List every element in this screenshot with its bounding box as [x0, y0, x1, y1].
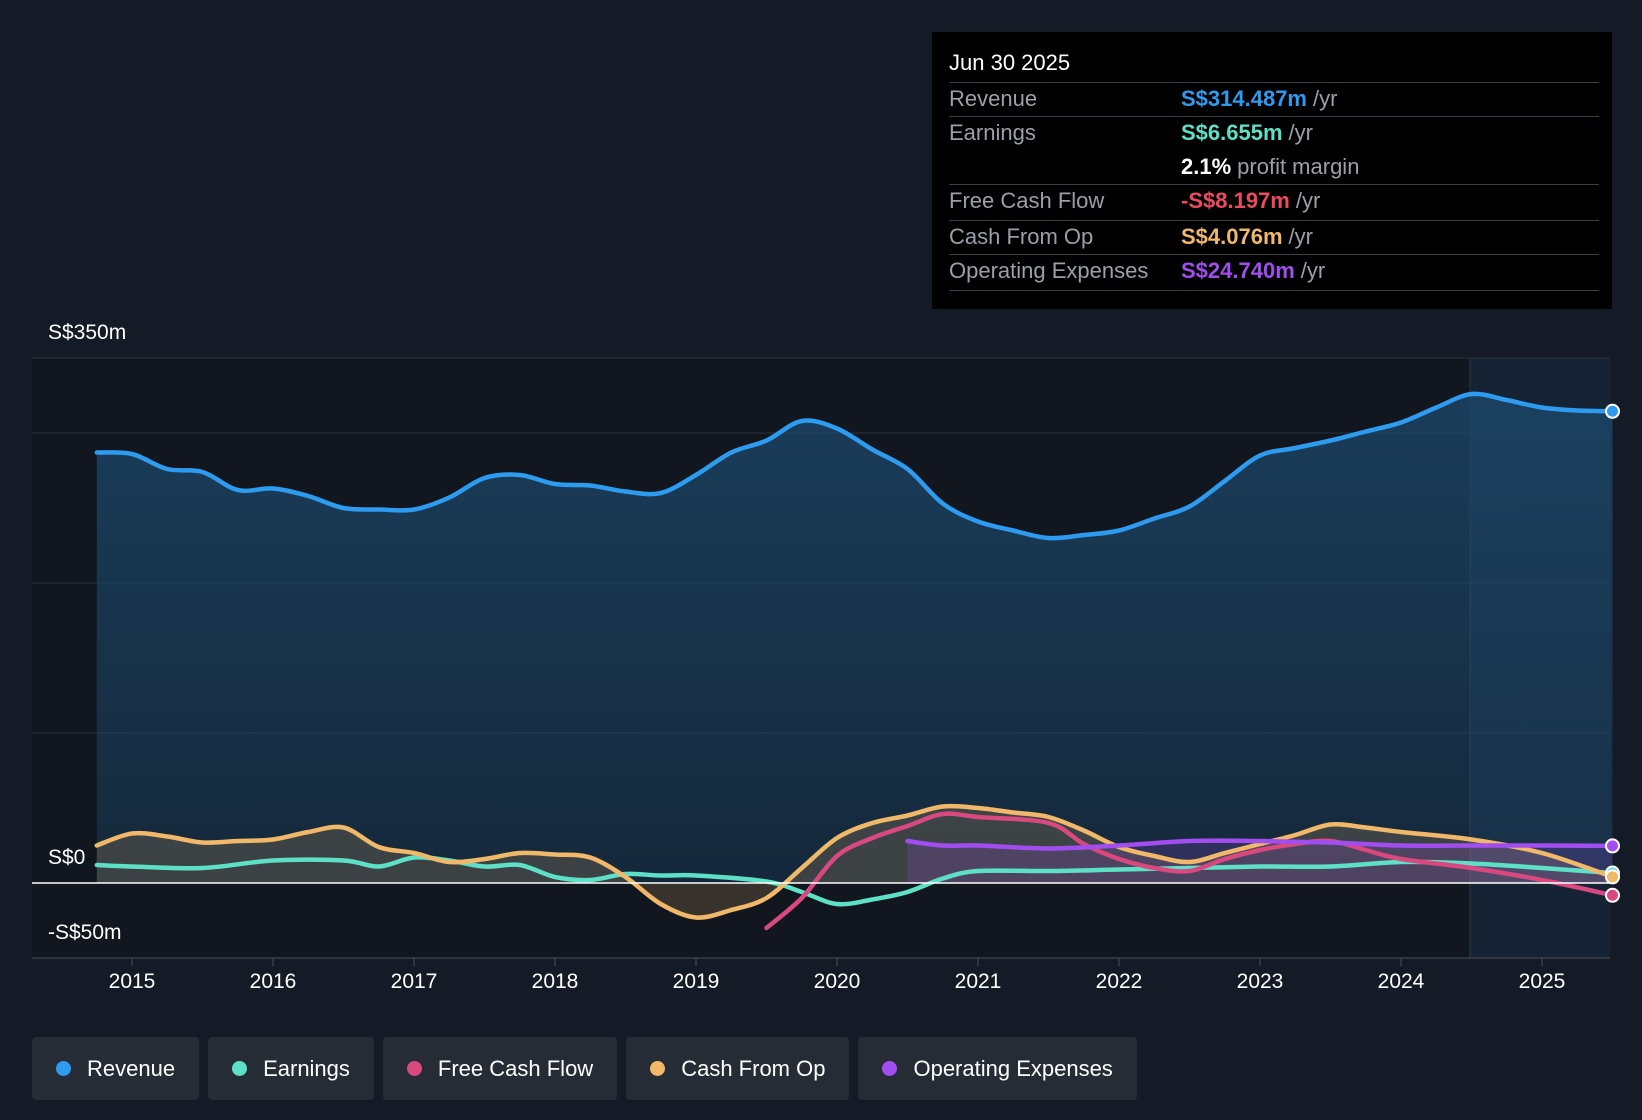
- legend-dot-icon: [232, 1061, 248, 1076]
- x-tick-label: 2020: [813, 970, 861, 993]
- tooltip-value: S$6.655m/yr: [1181, 120, 1313, 145]
- tooltip-label: Earnings: [949, 120, 1036, 145]
- cash-from-op-area: [96, 806, 1613, 918]
- tooltip-label: Free Cash Flow: [949, 188, 1105, 213]
- legend-item-free-cash-flow[interactable]: Free Cash Flow: [382, 1037, 618, 1100]
- operating-expenses-line: [905, 838, 1615, 851]
- tooltip-row-revenue: Revenue S$314.487m/yr: [949, 82, 1599, 116]
- legend-dot-icon: [56, 1061, 71, 1076]
- tooltip-row-profit-margin: 2.1% profit margin: [949, 150, 1599, 184]
- tooltip-row-earnings: Earnings S$6.655m/yr: [949, 116, 1599, 150]
- tooltip-value: S$314.487m/yr: [1181, 86, 1338, 111]
- legend-label: Earnings: [263, 1055, 350, 1081]
- y-axis-bottom-label: -S$50m: [48, 921, 122, 944]
- legend-label: Revenue: [87, 1055, 176, 1081]
- tooltip-row-cash-from-op: Cash From Op S$4.076m/yr: [949, 220, 1599, 254]
- cash-from-op-end-point: [1605, 869, 1620, 885]
- x-tick-label: 2025: [1518, 970, 1566, 993]
- tooltip-date: Jun 30 2025: [949, 50, 1071, 75]
- x-tick-label: 2017: [390, 970, 438, 993]
- tooltip-row-free-cash-flow: Free Cash Flow -S$8.197m/yr: [949, 184, 1599, 218]
- tooltip-value: -S$8.197m/yr: [1181, 188, 1321, 213]
- revenue-line: [94, 391, 1615, 541]
- legend: Revenue Earnings Free Cash Flow Cash Fro…: [32, 1037, 1137, 1100]
- tooltip-value: S$24.740m/yr: [1181, 258, 1326, 283]
- revenue-area: [96, 393, 1613, 883]
- legend-dot-icon: [650, 1061, 666, 1076]
- x-tick-label: 2024: [1377, 970, 1425, 993]
- legend-item-earnings[interactable]: Earnings: [208, 1037, 374, 1100]
- x-tick-label: 2019: [672, 970, 720, 993]
- tooltip-divider: [949, 254, 1599, 255]
- tooltip-row-operating-expenses: Operating Expenses S$24.740m/yr: [949, 254, 1599, 288]
- tooltip-divider: [949, 220, 1599, 221]
- tooltip-label: Revenue: [949, 86, 1038, 111]
- x-tick-label: 2022: [1095, 970, 1143, 993]
- tooltip-label: Operating Expenses: [949, 258, 1149, 283]
- tooltip-value: S$4.076m/yr: [1181, 224, 1313, 249]
- tooltip-divider: [949, 184, 1599, 185]
- free-cash-flow-line: [764, 811, 1615, 931]
- legend-dot-icon: [882, 1061, 898, 1076]
- y-axis-top-label: S$350m: [48, 321, 127, 344]
- x-tick-label: 2016: [249, 970, 297, 993]
- tooltip-value: 2.1% profit margin: [1181, 154, 1360, 179]
- x-tick-label: 2021: [954, 970, 1002, 993]
- legend-label: Operating Expenses: [913, 1055, 1113, 1081]
- operating-expenses-end-point: [1605, 838, 1620, 854]
- legend-dot-icon: [406, 1061, 422, 1076]
- legend-item-revenue[interactable]: Revenue: [32, 1037, 200, 1100]
- legend-item-operating-expenses[interactable]: Operating Expenses: [858, 1037, 1137, 1100]
- free-cash-flow-end-point: [1605, 887, 1620, 903]
- revenue-end-point: [1605, 403, 1620, 419]
- y-axis-zero-label: S$0: [48, 846, 86, 869]
- cash-from-op-line: [94, 803, 1615, 920]
- tooltip-divider: [949, 82, 1599, 83]
- x-tick-label: 2015: [108, 970, 156, 993]
- x-tick-label: 2023: [1236, 970, 1284, 993]
- x-tick-label: 2018: [531, 970, 579, 993]
- tooltip-panel: Jun 30 2025 Revenue S$314.487m/yr Earnin…: [932, 32, 1612, 309]
- legend-item-cash-from-op[interactable]: Cash From Op: [626, 1037, 850, 1100]
- tooltip-label: Cash From Op: [949, 224, 1094, 249]
- tooltip-divider: [949, 290, 1599, 291]
- legend-label: Cash From Op: [681, 1055, 826, 1081]
- tooltip-divider: [949, 116, 1599, 117]
- legend-label: Free Cash Flow: [437, 1055, 594, 1081]
